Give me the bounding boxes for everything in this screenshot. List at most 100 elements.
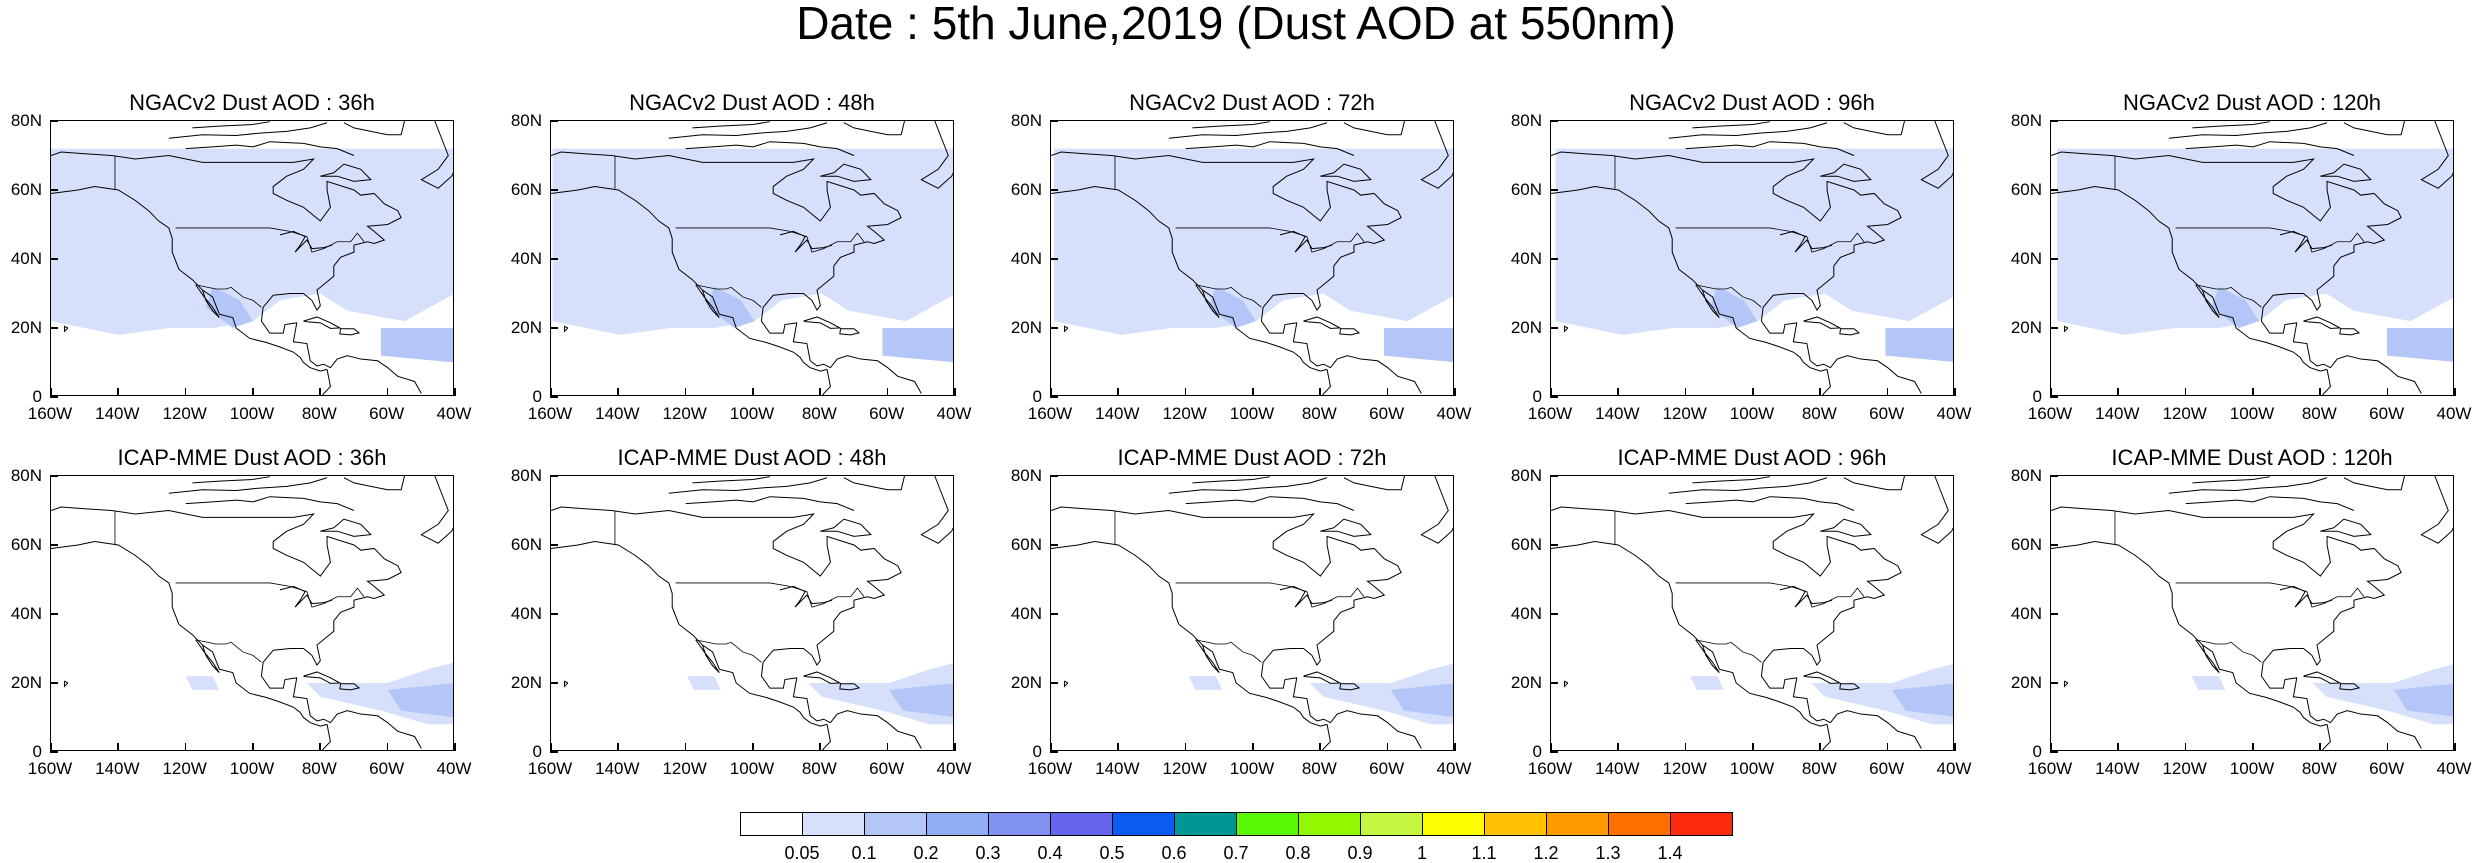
x-tick-label: 120W	[1662, 404, 1707, 423]
coastline	[668, 122, 828, 139]
x-tick-mark	[1252, 388, 1254, 396]
coastline	[1303, 316, 1342, 329]
coastline	[1551, 151, 1902, 311]
country-border	[1175, 582, 1365, 608]
x-tick-mark	[1386, 743, 1389, 751]
coastline	[2320, 163, 2372, 182]
country-border	[175, 582, 365, 608]
y-tick-label: 40N	[1010, 249, 1042, 268]
coastline	[1168, 122, 1328, 139]
x-tick-mark	[1050, 388, 1052, 396]
coastline	[1260, 307, 1422, 394]
coastline	[2420, 121, 2453, 189]
coastline	[1339, 328, 1361, 336]
x-tick-mark	[386, 388, 389, 396]
dust-plume	[707, 286, 755, 328]
coastline	[420, 121, 453, 189]
dust-plume	[1555, 148, 1953, 335]
map-panel: NGACv2 Dust AOD : 36h 80N 60N 40N 20N 0 160W 14…	[0, 92, 504, 458]
coastline	[1303, 671, 1342, 684]
dust-plume	[1087, 259, 1172, 287]
x-tick-mark	[1684, 388, 1687, 396]
coastline	[195, 284, 220, 318]
coastline	[185, 141, 355, 156]
y-tick-label: 20N	[10, 318, 42, 337]
coastline	[1185, 496, 1355, 511]
x-tick-mark	[2319, 388, 2321, 396]
dust-plume	[2211, 286, 2260, 328]
coastline	[1668, 477, 1828, 494]
y-tick-label: 20N	[2010, 673, 2042, 692]
coastline	[692, 121, 770, 129]
y-tick-mark	[550, 475, 558, 477]
coastline	[63, 325, 69, 333]
colorbar-swatch	[1484, 812, 1547, 836]
colorbar-label: 1.3	[1595, 843, 1621, 863]
dust-plume	[2386, 328, 2453, 362]
coastline	[1685, 496, 1855, 511]
dust-aod-map	[51, 476, 453, 750]
panel-title: NGACv2 Dust AOD : 72h	[1129, 90, 1375, 115]
colorbar-swatch	[1112, 812, 1175, 836]
y-tick-label: 20N	[1510, 673, 1542, 692]
y-tick-label: 60N	[1010, 535, 1042, 554]
coastline	[1760, 307, 1922, 394]
y-tick-mark	[550, 120, 558, 122]
x-tick-label: 140W	[2095, 759, 2140, 778]
x-tick-mark	[117, 743, 119, 751]
x-tick-mark	[2117, 743, 2119, 751]
y-tick-mark	[1050, 544, 1058, 546]
x-tick-label: 160W	[527, 759, 573, 778]
y-tick-label: 60N	[510, 535, 542, 554]
y-tick-mark	[2050, 475, 2058, 477]
y-tick-label: 20N	[510, 318, 542, 337]
x-tick-label: 120W	[162, 759, 207, 778]
country-border	[1195, 639, 1262, 663]
x-tick-label: 120W	[162, 404, 207, 423]
coastline	[2303, 671, 2342, 684]
coastline	[1063, 680, 1069, 688]
coastline	[260, 307, 422, 394]
y-tick-mark	[1550, 327, 1558, 329]
map-panel: NGACv2 Dust AOD : 72h 80N 60N 40N 20N 0 160W 14…	[1000, 92, 1504, 458]
coastline	[260, 662, 422, 749]
coastline	[1320, 518, 1372, 537]
coastline	[2185, 141, 2355, 156]
y-tick-label: 60N	[10, 535, 42, 554]
y-tick-label: 80N	[1510, 466, 1542, 485]
y-tick-label: 40N	[1510, 249, 1542, 268]
x-tick-mark	[2319, 743, 2321, 751]
map-panel: ICAP-MME Dust AOD : 72h 80N 60N 40N 20N 0 160W…	[1000, 447, 1504, 813]
dust-aod-map	[2051, 121, 2453, 395]
coastline	[320, 163, 372, 182]
y-tick-mark	[1550, 120, 1558, 122]
coastline	[779, 585, 833, 608]
y-tick-label: 80N	[1010, 111, 1042, 130]
x-tick-label: 160W	[527, 404, 573, 423]
coastline	[2051, 186, 2328, 372]
x-tick-label: 120W	[2162, 759, 2207, 778]
coastline	[2195, 639, 2220, 673]
x-tick-label: 140W	[1595, 404, 1640, 423]
x-tick-mark	[886, 743, 889, 751]
x-tick-label: 80W	[1301, 759, 1337, 778]
y-tick-label: 0	[2032, 387, 2042, 406]
panel-title: ICAP-MME Dust AOD : 36h	[117, 445, 387, 470]
country-border	[2175, 582, 2365, 608]
y-tick-mark	[550, 751, 558, 753]
coastline	[563, 325, 569, 333]
y-tick-label: 80N	[510, 466, 542, 485]
coastline	[339, 328, 361, 336]
dust-plume	[1188, 676, 1223, 690]
y-tick-label: 80N	[1510, 111, 1542, 130]
x-tick-label: 120W	[662, 759, 707, 778]
x-tick-mark	[2386, 388, 2389, 396]
coastline	[303, 316, 342, 329]
colorbar-swatch	[1050, 812, 1113, 836]
coastline	[2343, 476, 2405, 491]
panel-title: NGACv2 Dust AOD : 48h	[629, 90, 875, 115]
coastline	[695, 284, 720, 318]
y-tick-mark	[550, 396, 558, 398]
coastline	[1051, 151, 1402, 311]
country-border	[675, 227, 865, 253]
